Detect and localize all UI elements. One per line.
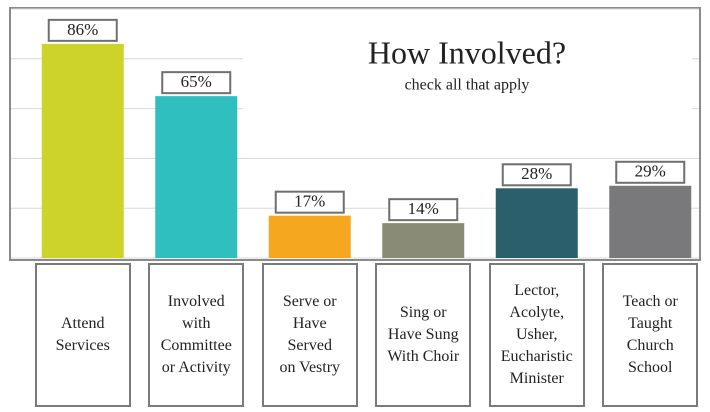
bar [609, 185, 692, 258]
bar [41, 43, 124, 258]
bar [382, 223, 465, 258]
value-label: 14% [408, 199, 439, 218]
value-label: 17% [294, 192, 325, 211]
category-label: Serve or Have Served on Vestry [261, 263, 358, 407]
category-label: Sing or Have Sung With Choir [375, 263, 472, 407]
chart-title: How Involved? [368, 34, 566, 70]
value-label-box [388, 198, 459, 222]
category-label: Attend Services [34, 263, 131, 407]
category-label: Teach or Taught Church School [602, 263, 699, 407]
value-label-box [615, 160, 686, 184]
category-label: Lector, Acolyte, Usher, Eucharistic Mini… [488, 263, 585, 407]
value-label-box [274, 190, 345, 214]
bar [155, 96, 238, 259]
bar [495, 188, 578, 258]
value-label: 29% [635, 162, 666, 181]
value-label: 28% [521, 164, 552, 183]
title-box [243, 20, 692, 110]
value-label-box [161, 71, 232, 95]
bar [268, 215, 351, 258]
category-label: Involved with Committee or Activity [148, 263, 245, 407]
value-label-box [501, 163, 572, 187]
value-label: 65% [181, 72, 212, 91]
chart-subtitle: check all that apply [405, 77, 530, 94]
value-label: 86% [67, 20, 98, 39]
value-label-box [47, 18, 118, 42]
